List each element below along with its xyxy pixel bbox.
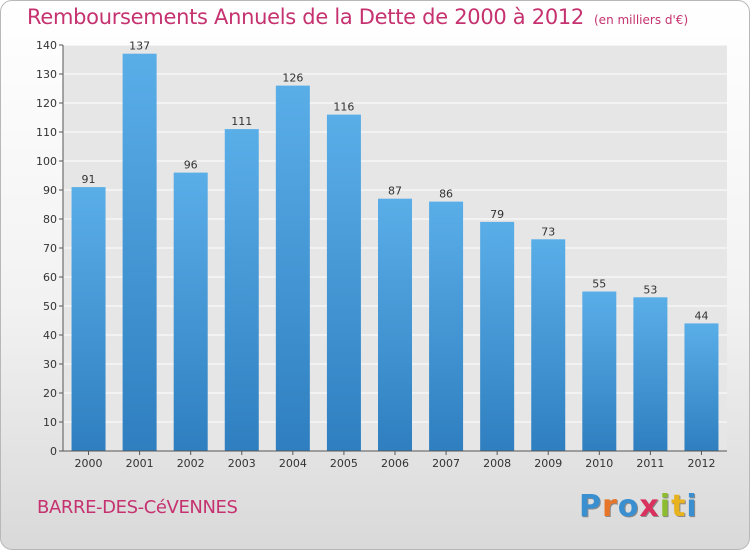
logo-letter: t xyxy=(671,489,687,524)
x-tick-label: 2004 xyxy=(279,457,307,470)
bar xyxy=(531,239,566,451)
y-tick-label: 130 xyxy=(36,68,57,81)
y-tick-label: 120 xyxy=(36,97,57,110)
x-tick-label: 2001 xyxy=(126,457,154,470)
bar-value-label: 126 xyxy=(282,72,303,85)
bar xyxy=(71,187,106,451)
x-tick-label: 2006 xyxy=(381,457,409,470)
bar-value-label: 96 xyxy=(184,159,198,172)
bar-value-label: 87 xyxy=(388,185,402,198)
y-tick-label: 100 xyxy=(36,155,57,168)
bar xyxy=(173,172,208,451)
bar-value-label: 111 xyxy=(231,115,252,128)
bar-value-label: 91 xyxy=(82,173,96,186)
bar xyxy=(122,53,157,451)
y-tick-label: 30 xyxy=(43,358,57,371)
bar xyxy=(224,129,259,451)
x-tick-label: 2010 xyxy=(585,457,613,470)
x-tick-label: 2000 xyxy=(75,457,103,470)
y-tick-label: 50 xyxy=(43,300,57,313)
bar-value-label: 55 xyxy=(592,278,606,291)
logo-letter: x xyxy=(639,489,660,524)
y-tick-label: 20 xyxy=(43,387,57,400)
proxiti-logo[interactable]: Proxiti xyxy=(579,489,698,524)
x-tick-label: 2009 xyxy=(534,457,562,470)
x-tick-label: 2002 xyxy=(177,457,205,470)
bar xyxy=(480,221,515,451)
y-tick-label: 70 xyxy=(43,242,57,255)
logo-letter: i xyxy=(659,489,672,524)
y-tick-label: 140 xyxy=(36,39,57,52)
bar xyxy=(275,85,310,451)
y-tick-label: 60 xyxy=(43,271,57,284)
logo-letter: i xyxy=(686,489,698,524)
y-tick-label: 110 xyxy=(36,126,57,139)
bar-value-label: 116 xyxy=(333,101,354,114)
bar xyxy=(326,114,361,451)
bar xyxy=(633,297,668,451)
y-tick-label: 80 xyxy=(43,213,57,226)
y-tick-label: 40 xyxy=(43,329,57,342)
x-tick-label: 2012 xyxy=(687,457,715,470)
logo-letter: r xyxy=(602,489,618,524)
y-tick-label: 0 xyxy=(50,445,57,458)
x-tick-label: 2008 xyxy=(483,457,511,470)
x-tick-label: 2011 xyxy=(636,457,664,470)
y-tick-label: 90 xyxy=(43,184,57,197)
bar xyxy=(378,198,412,451)
bar-value-label: 137 xyxy=(129,40,150,53)
bars: 91 137 96 111 126 116 87 86 79 73 55 53 44 xyxy=(71,40,719,451)
logo-letter: P xyxy=(579,489,602,524)
x-tick-label: 2007 xyxy=(432,457,460,470)
bar-value-label: 86 xyxy=(439,188,453,201)
chart-subtitle: (en milliers d'€) xyxy=(594,13,689,27)
chart-title-text: Remboursements Annuels de la Dette de 20… xyxy=(27,5,584,29)
bar-value-label: 79 xyxy=(490,208,504,221)
y-tick-label: 10 xyxy=(43,416,57,429)
commune-name: BARRE-DES-CéVENNES xyxy=(37,497,238,518)
bar-value-label: 53 xyxy=(643,283,657,296)
axes: 0 10 20 30 40 50 60 70 80 90 100 110 120 130 140 2000 20… xyxy=(36,39,727,470)
bar xyxy=(684,323,719,451)
x-tick-label: 2005 xyxy=(330,457,358,470)
logo-letter: o xyxy=(617,489,640,524)
bar xyxy=(429,201,464,451)
bar-value-label: 73 xyxy=(541,225,555,238)
bar-value-label: 44 xyxy=(694,309,708,322)
x-tick-label: 2003 xyxy=(228,457,256,470)
chart-title: Remboursements Annuels de la Dette de 20… xyxy=(27,5,688,29)
bar xyxy=(582,291,617,451)
